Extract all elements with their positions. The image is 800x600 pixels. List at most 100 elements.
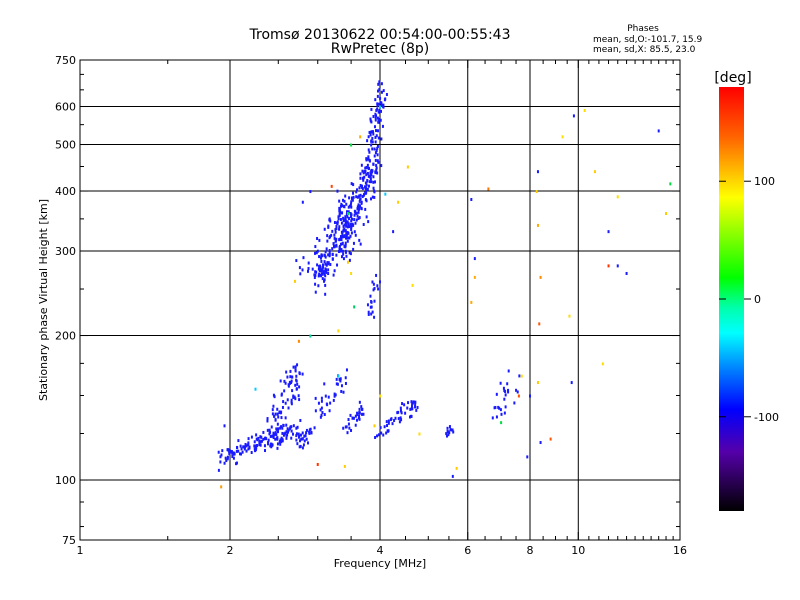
data-point (329, 262, 332, 266)
data-point (366, 179, 369, 183)
y-tick-label: 500 (55, 139, 76, 152)
data-point (379, 394, 381, 398)
data-point (240, 447, 243, 451)
data-point (273, 432, 276, 436)
data-point (287, 406, 290, 410)
data-point (373, 147, 376, 151)
data-point (333, 221, 336, 225)
data-point (314, 409, 317, 413)
data-point (448, 425, 451, 429)
data-point (369, 294, 372, 298)
data-point (344, 215, 347, 219)
data-point (500, 412, 503, 416)
data-point (370, 312, 373, 316)
data-point (407, 401, 410, 405)
data-point (601, 362, 604, 366)
data-point (374, 158, 377, 162)
data-point (320, 259, 323, 263)
data-point (367, 184, 370, 188)
data-point (345, 224, 348, 228)
data-point (349, 211, 352, 215)
data-point (335, 382, 338, 386)
data-point (380, 101, 383, 105)
data-point (239, 444, 242, 448)
data-point (669, 182, 672, 186)
data-point (384, 97, 387, 101)
data-point (290, 429, 293, 433)
data-point (364, 181, 367, 185)
data-point (358, 186, 361, 190)
data-point (339, 210, 342, 214)
x-tick-labels: 1 2 4 6 8 10 16 (77, 544, 688, 557)
data-point (281, 438, 284, 442)
data-point (350, 219, 353, 223)
data-point (246, 443, 249, 447)
data-point (333, 392, 336, 396)
data-point (360, 184, 363, 188)
data-point (500, 421, 503, 425)
data-point (367, 174, 370, 178)
data-point (319, 268, 322, 272)
data-point (333, 269, 336, 273)
data-point (358, 417, 361, 421)
data-point (352, 416, 355, 420)
data-point (290, 398, 293, 402)
data-point (327, 253, 330, 257)
data-point (285, 436, 288, 440)
colorbar-ticks: 100 0 -100 (719, 175, 779, 424)
data-point (307, 261, 310, 265)
x-tick-label: 1 (77, 544, 84, 557)
data-point (279, 426, 282, 430)
data-point (409, 407, 412, 411)
data-point (295, 259, 298, 263)
data-point (348, 426, 351, 430)
data-point (298, 385, 301, 389)
data-point (313, 275, 316, 279)
data-point (305, 428, 308, 432)
data-point (279, 411, 282, 415)
data-point (334, 230, 337, 234)
data-point (340, 211, 343, 215)
data-point (353, 209, 356, 213)
data-point (382, 433, 385, 437)
data-point (495, 392, 498, 396)
data-point (325, 270, 328, 274)
data-point (348, 204, 351, 208)
data-point (294, 368, 297, 372)
data-point (295, 387, 298, 391)
data-point (497, 405, 500, 409)
data-point (366, 139, 369, 143)
data-point (368, 130, 371, 134)
data-point (380, 103, 383, 107)
data-point (344, 245, 347, 249)
data-point (295, 432, 298, 436)
data-point (351, 416, 354, 420)
data-point (331, 257, 334, 261)
data-point (326, 239, 329, 243)
data-point (344, 376, 347, 380)
data-point (347, 422, 350, 426)
data-point (291, 389, 294, 393)
data-point (242, 445, 245, 449)
data-point (368, 158, 371, 162)
data-point (349, 202, 352, 206)
data-point (448, 431, 451, 435)
data-point (344, 249, 347, 253)
data-point (347, 222, 350, 226)
data-point (340, 238, 343, 242)
data-point (247, 441, 250, 445)
data-point (277, 427, 280, 431)
data-point (301, 446, 304, 450)
data-point (289, 425, 292, 429)
data-point (373, 190, 376, 194)
data-point (290, 400, 293, 404)
data-point (283, 389, 286, 393)
data-point (358, 194, 361, 198)
data-point (292, 365, 295, 369)
data-point (317, 284, 320, 288)
data-point (607, 230, 610, 234)
data-point (264, 449, 267, 453)
data-point (288, 380, 291, 384)
data-point (232, 451, 235, 455)
data-point (359, 242, 362, 246)
